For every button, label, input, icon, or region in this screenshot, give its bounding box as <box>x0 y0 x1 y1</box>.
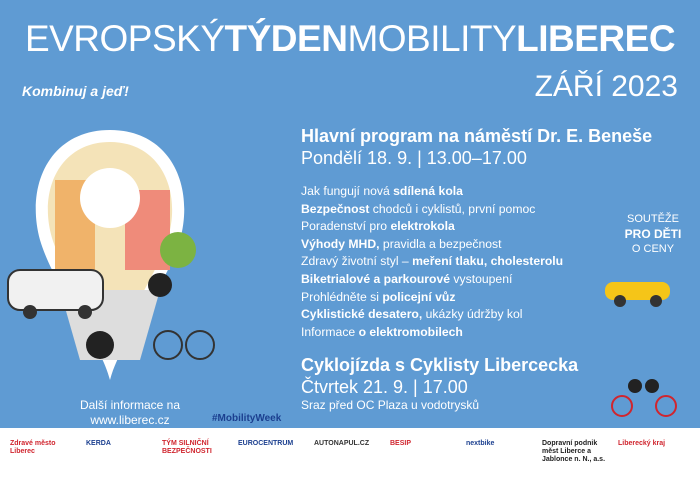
kids-line: SOUTĚŽE <box>627 213 679 225</box>
location-pin-illustration <box>7 130 215 380</box>
partner-logo: EUROCENTRUM <box>238 440 294 447</box>
ride-time: Čtvrtek 21. 9. | 17.00 <box>301 377 468 398</box>
info-label: Další informace na <box>79 398 181 412</box>
website-link[interactable]: www.liberec.cz <box>90 413 170 427</box>
slogan: Kombinuj a jeď! <box>22 83 129 99</box>
tandem-bike-illustration <box>611 379 677 417</box>
program-item: Jak fungují nová sdílená kola <box>301 184 463 198</box>
program-item: Cyklistické desatero, ukázky údržby kol <box>301 307 523 322</box>
program-time: Pondělí 18. 9. | 13.00–17.00 <box>301 148 527 168</box>
partner-logo: nextbike <box>466 440 495 447</box>
program-item: Prohlédněte si policejní vůz <box>301 289 456 304</box>
partner-logos: Zdravé město Liberec KERDA TÝM SILNIČNÍ BE… <box>0 428 700 495</box>
partner-logo: KERDA <box>86 440 111 447</box>
partner-logo: Dopravní podnik měst Liberce a Jablonce … <box>542 440 606 463</box>
program-list: Jak fungují nová sdílená kola Bezpečnost … <box>301 183 601 341</box>
partner-logo: TÝM SILNIČNÍ BEZPEČNOSTI <box>162 440 212 455</box>
more-info: Další informace na www.liberec.cz <box>60 398 200 428</box>
ride-heading: Cyklojízda s Cyklisty Libercecka <box>301 355 579 376</box>
kids-line: PRO DĚTI <box>624 227 682 241</box>
partner-logo: BESIP <box>390 440 412 447</box>
partner-logo: AUTONAPUL.CZ <box>314 440 370 447</box>
partner-logo: Zdravé město Liberec <box>10 440 56 455</box>
program-item: Zdravý životní styl – meření tlaku, chol… <box>301 254 564 269</box>
hashtag: #MobilityWeek <box>212 413 282 424</box>
program-item: Poradenství pro elektrokola <box>301 219 455 234</box>
program-item: Bezpečnost chodců i cyklistů, první pomo… <box>301 201 536 216</box>
kids-contest: SOUTĚŽE PRO DĚTI O CENY <box>618 212 688 257</box>
poster-title: EVROPSKÝTÝDENMOBILITYLIBEREC <box>24 18 676 59</box>
event-date: ZÁŘÍ 2023 <box>534 70 678 103</box>
partner-logo: Liberecký kraj <box>618 440 666 447</box>
kids-line: O CENY <box>631 243 675 255</box>
program-item: Výhody MHD, pravidla a bezpečnost <box>301 236 502 251</box>
program-item: Informace o elektromobilech <box>301 324 463 339</box>
car-illustration <box>605 282 670 307</box>
ride-place: Sraz před OC Plaza u vodotrysků <box>301 398 480 413</box>
program-item: Biketrialové a parkourové vystoupení <box>301 271 513 286</box>
program: Hlavní program na náměstí Dr. E. Beneše … <box>301 126 653 413</box>
program-heading: Hlavní program na náměstí Dr. E. Beneše <box>301 126 653 146</box>
